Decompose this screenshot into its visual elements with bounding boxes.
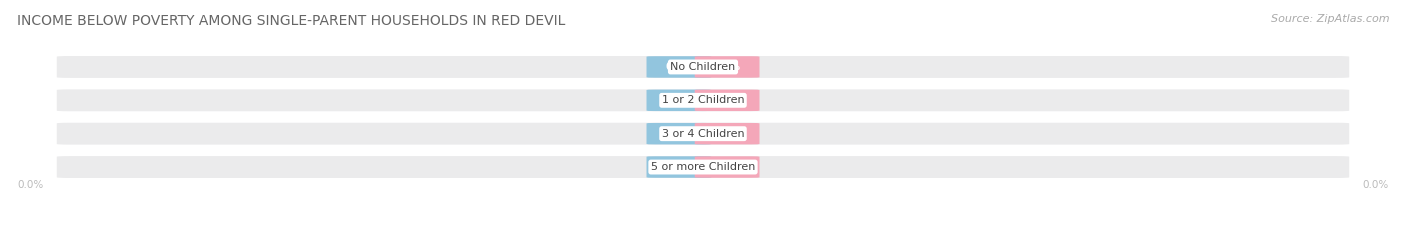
Text: 0.0%: 0.0% — [665, 162, 692, 172]
Text: 1 or 2 Children: 1 or 2 Children — [662, 95, 744, 105]
FancyBboxPatch shape — [56, 156, 1350, 178]
FancyBboxPatch shape — [56, 123, 1350, 145]
FancyBboxPatch shape — [56, 56, 1350, 78]
FancyBboxPatch shape — [647, 156, 711, 178]
Text: 0.0%: 0.0% — [714, 95, 741, 105]
Text: No Children: No Children — [671, 62, 735, 72]
Text: 0.0%: 0.0% — [714, 62, 741, 72]
FancyBboxPatch shape — [695, 123, 759, 144]
Text: 0.0%: 0.0% — [665, 129, 692, 139]
Text: 0.0%: 0.0% — [665, 95, 692, 105]
FancyBboxPatch shape — [695, 56, 759, 78]
FancyBboxPatch shape — [647, 89, 711, 111]
Text: 3 or 4 Children: 3 or 4 Children — [662, 129, 744, 139]
Text: 0.0%: 0.0% — [1362, 180, 1389, 190]
FancyBboxPatch shape — [695, 156, 759, 178]
FancyBboxPatch shape — [695, 89, 759, 111]
Text: 0.0%: 0.0% — [17, 180, 44, 190]
Text: 0.0%: 0.0% — [714, 129, 741, 139]
FancyBboxPatch shape — [647, 123, 711, 144]
Text: 0.0%: 0.0% — [714, 162, 741, 172]
Text: 0.0%: 0.0% — [665, 62, 692, 72]
Text: Source: ZipAtlas.com: Source: ZipAtlas.com — [1271, 14, 1389, 24]
Text: INCOME BELOW POVERTY AMONG SINGLE-PARENT HOUSEHOLDS IN RED DEVIL: INCOME BELOW POVERTY AMONG SINGLE-PARENT… — [17, 14, 565, 28]
Text: 5 or more Children: 5 or more Children — [651, 162, 755, 172]
FancyBboxPatch shape — [647, 56, 711, 78]
FancyBboxPatch shape — [56, 89, 1350, 111]
